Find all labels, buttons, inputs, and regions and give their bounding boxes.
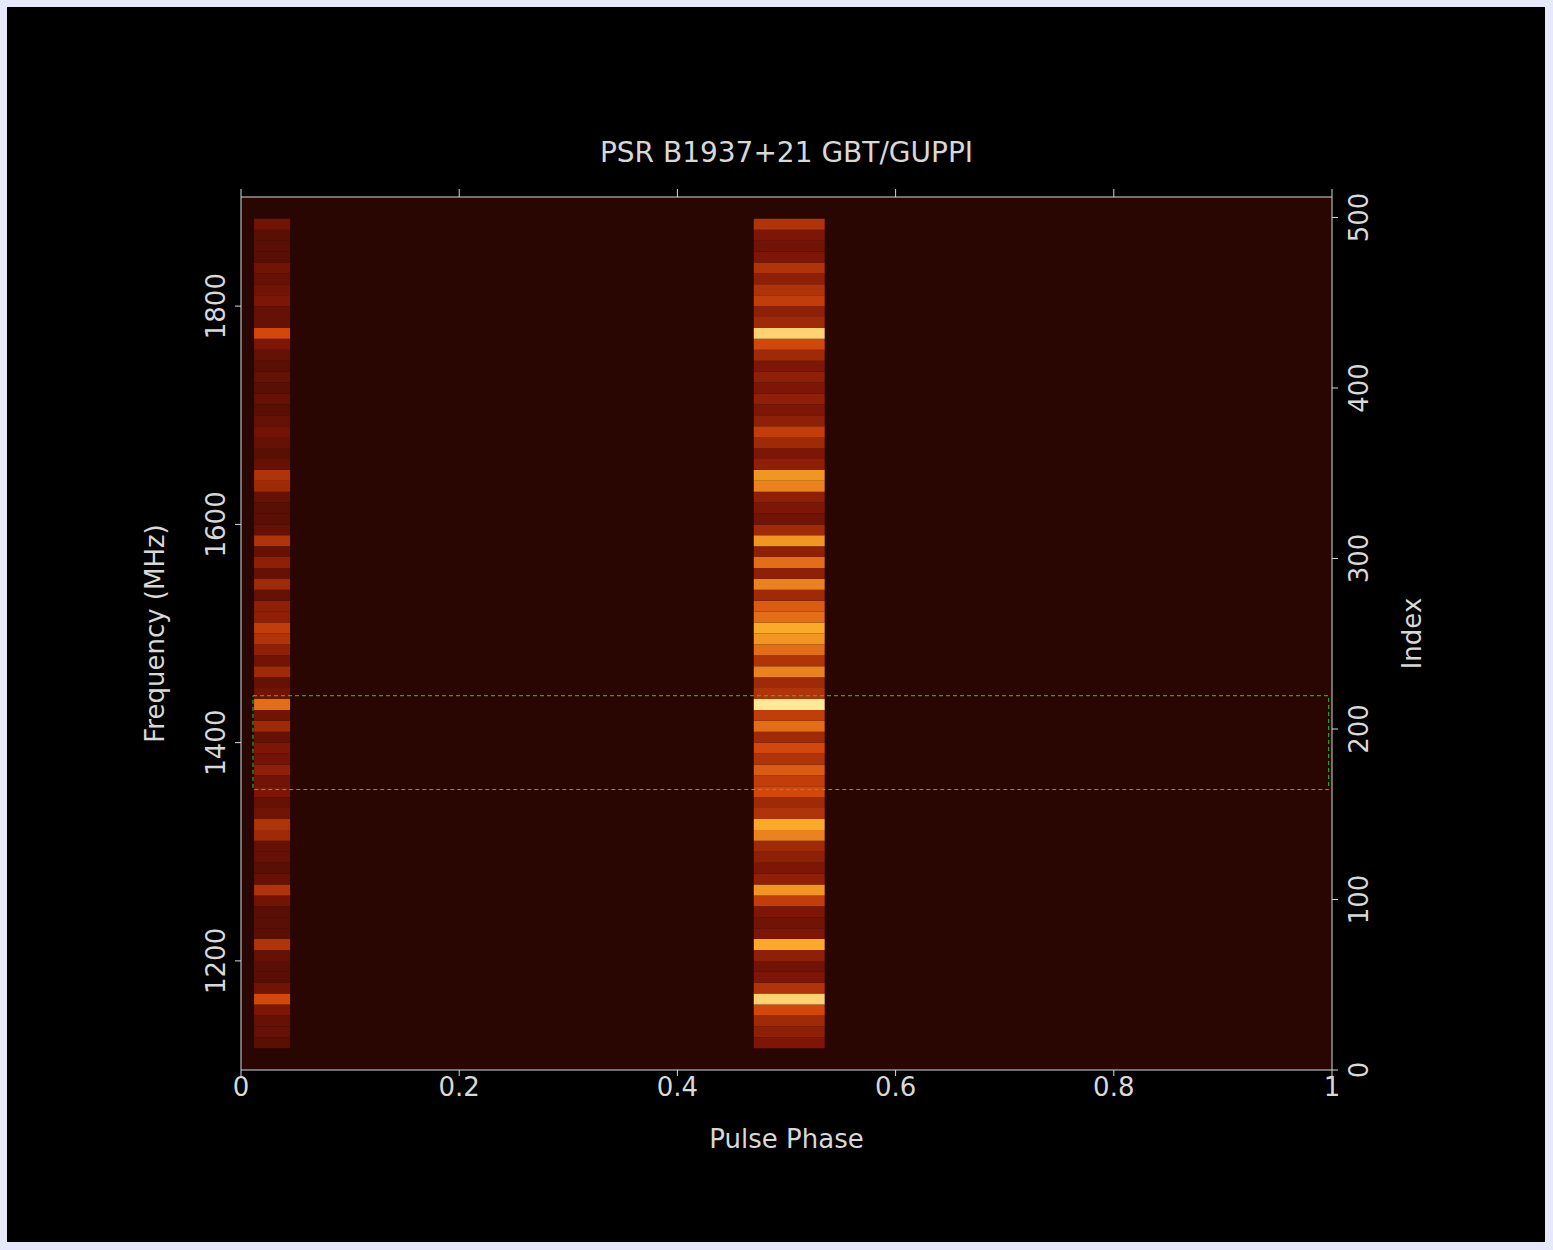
svg-text:0.4: 0.4: [657, 1072, 698, 1102]
svg-text:1400: 1400: [201, 710, 231, 776]
svg-text:1: 1: [1324, 1072, 1341, 1102]
svg-text:300: 300: [1344, 534, 1374, 584]
svg-text:0.2: 0.2: [439, 1072, 480, 1102]
svg-text:Pulse Phase: Pulse Phase: [709, 1124, 863, 1154]
svg-text:0: 0: [1344, 1062, 1374, 1079]
html-text:PSR B1937+21 GBT/GUPPI: PSR B1937+21 GBT/GUPPI: [599, 136, 974, 169]
svg-text:200: 200: [1344, 704, 1374, 754]
svg-text:0.6: 0.6: [875, 1072, 916, 1102]
svg-text:0.8: 0.8: [1093, 1072, 1134, 1102]
svg-text:1600: 1600: [201, 491, 231, 557]
svg-text:1200: 1200: [201, 928, 231, 994]
svg-text:400: 400: [1344, 363, 1374, 413]
svg-text:Frequency (MHz): Frequency (MHz): [140, 524, 170, 743]
svg-text:Index: Index: [1397, 598, 1427, 670]
svg-text:1800: 1800: [201, 273, 231, 339]
svg-text:500: 500: [1344, 193, 1374, 243]
svg-text:0: 0: [233, 1072, 250, 1102]
svg-text:100: 100: [1344, 875, 1374, 925]
